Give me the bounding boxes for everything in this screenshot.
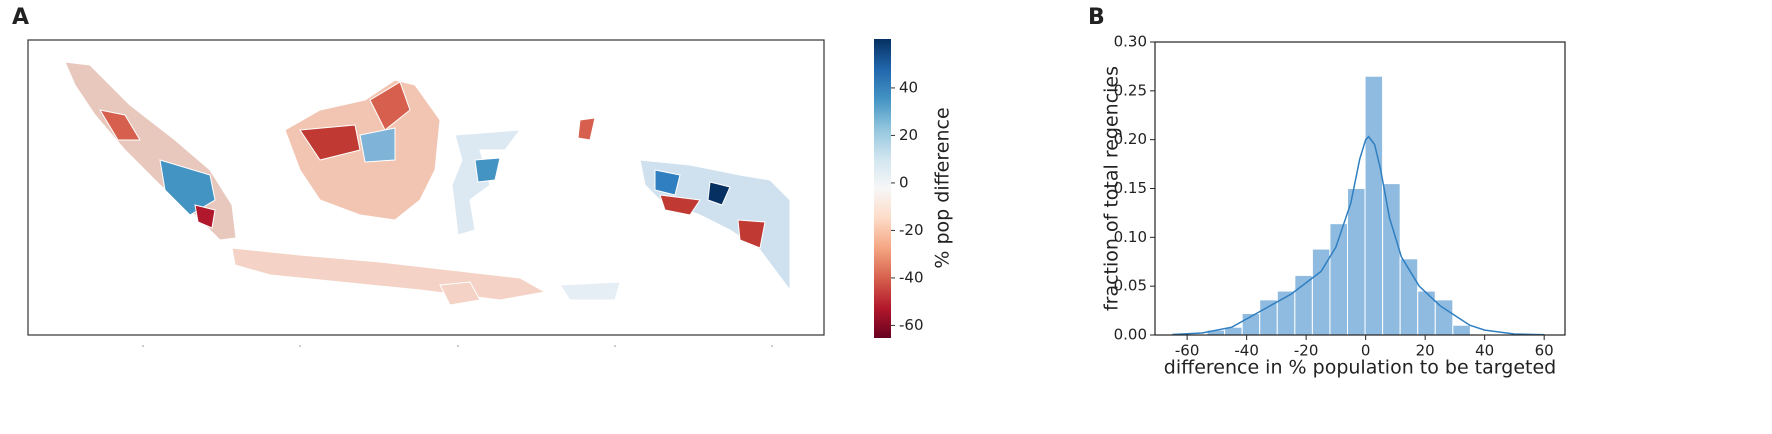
island — [474, 157, 501, 183]
map — [27, 39, 825, 347]
bar — [1434, 299, 1454, 336]
x-tick-label: 20 — [1416, 342, 1435, 360]
colorbar-tick-label: 0 — [899, 173, 909, 191]
y-tick-label: 0.00 — [1114, 326, 1147, 344]
island — [659, 194, 701, 216]
island — [451, 129, 522, 236]
island — [98, 109, 141, 141]
x-axis-label: difference in % population to be targete… — [1164, 357, 1556, 379]
island — [194, 204, 216, 229]
colorbar-tick-label: 20 — [899, 126, 918, 144]
island — [299, 124, 361, 161]
y-tick-label: 0.20 — [1114, 130, 1147, 148]
island — [439, 281, 481, 306]
x-tick-label: -40 — [1234, 342, 1259, 360]
y-axis-label: fraction of total regencies — [1101, 66, 1123, 311]
island — [707, 181, 731, 206]
colorbar-tick-label: -40 — [899, 268, 924, 286]
colorbar-label: % pop difference — [932, 107, 954, 268]
x-tick-label: 40 — [1475, 342, 1494, 360]
x-tick-label: -20 — [1294, 342, 1319, 360]
colorbar-tick-label: -20 — [899, 221, 924, 239]
y-tick-label: 0.15 — [1114, 179, 1147, 197]
x-tick-label: -60 — [1175, 342, 1200, 360]
island — [577, 117, 596, 141]
y-tick-label: 0.05 — [1114, 277, 1147, 295]
colorbar-tick-label: 40 — [899, 78, 918, 96]
kde-line — [1172, 135, 1545, 336]
island — [654, 169, 681, 196]
colorbar-tick-label: -60 — [899, 316, 924, 334]
y-tick-label: 0.25 — [1114, 81, 1147, 99]
bar — [1259, 299, 1278, 336]
colorbar — [874, 39, 891, 338]
y-tick-label: 0.10 — [1114, 228, 1147, 246]
island — [359, 127, 396, 163]
island — [559, 281, 621, 301]
panel-label: A — [12, 5, 29, 30]
y-tick-label: 0.30 — [1114, 33, 1147, 51]
bar — [1452, 324, 1471, 336]
x-tick-label: 0 — [1361, 342, 1371, 360]
bar — [1347, 188, 1366, 336]
island — [369, 81, 411, 131]
bar — [1364, 75, 1384, 336]
bar — [1382, 183, 1401, 336]
bar — [1417, 290, 1436, 336]
panel-label: B — [1088, 5, 1105, 30]
island — [639, 159, 791, 292]
island — [737, 219, 766, 249]
x-tick-label: 60 — [1535, 342, 1554, 360]
